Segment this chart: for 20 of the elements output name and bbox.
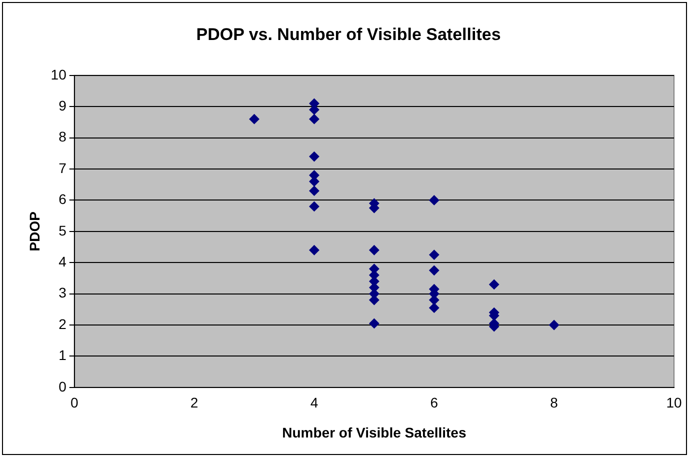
x-tick-label: 6 — [430, 394, 438, 411]
x-tick-label: 10 — [666, 394, 682, 411]
y-tick-label: 2 — [58, 316, 67, 332]
x-axis-title: Number of Visible Satellites — [282, 424, 466, 440]
y-tick-label: 0 — [58, 378, 67, 394]
y-tick-label: 5 — [58, 222, 67, 238]
y-tick-label: 10 — [50, 66, 67, 82]
x-tick-label: 8 — [550, 394, 558, 411]
x-tick-label: 4 — [310, 394, 318, 411]
y-tick-label: 9 — [58, 97, 67, 114]
y-tick-label: 4 — [58, 253, 67, 270]
y-tick-label: 6 — [58, 191, 67, 208]
y-tick-label: 8 — [58, 128, 67, 145]
x-tick-label: 0 — [70, 394, 78, 411]
y-tick-label: 1 — [58, 347, 67, 364]
chart-title: PDOP vs. Number of Visible Satellites — [196, 24, 501, 44]
x-tick-label: 2 — [190, 394, 198, 411]
y-tick-label: 7 — [58, 160, 67, 176]
y-tick-label: 3 — [58, 284, 67, 301]
y-axis-title: PDOP — [26, 212, 42, 252]
